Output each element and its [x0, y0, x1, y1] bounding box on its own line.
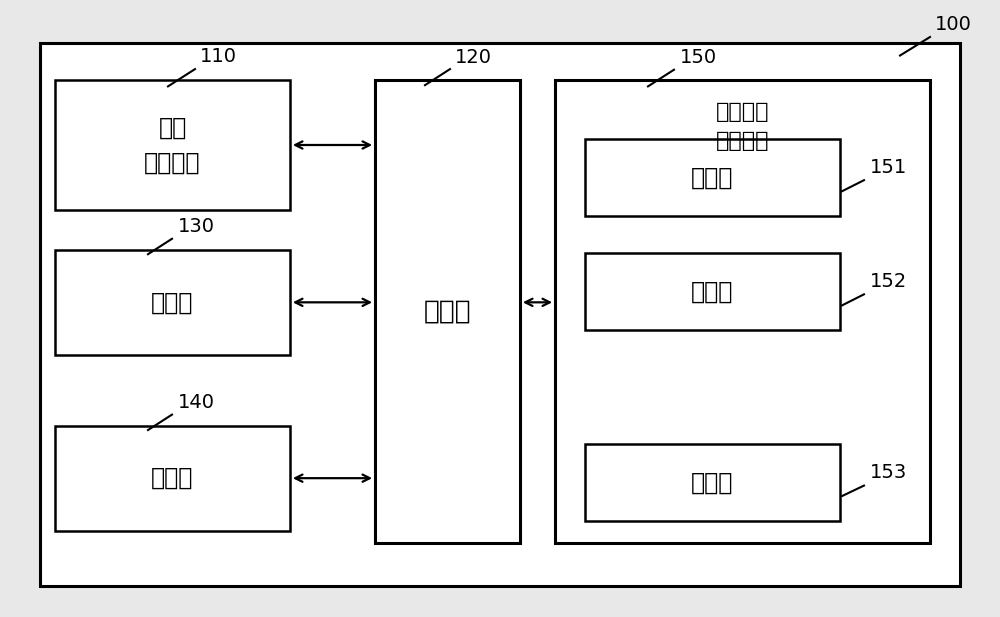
Text: 130: 130 — [178, 217, 215, 236]
Text: 140: 140 — [178, 392, 215, 412]
Bar — [585, 253, 840, 330]
Text: 传真机: 传真机 — [691, 471, 734, 495]
Text: 扫描仪: 扫描仪 — [691, 280, 734, 304]
Text: 152: 152 — [870, 272, 907, 291]
Text: 150: 150 — [680, 48, 717, 67]
Text: 通信器: 通信器 — [151, 291, 194, 314]
Text: 图像形成
作业单元: 图像形成 作业单元 — [716, 102, 769, 151]
Text: 存储器: 存储器 — [151, 466, 194, 490]
Text: 用户
界面装置: 用户 界面装置 — [144, 115, 201, 175]
Bar — [585, 139, 840, 216]
Bar — [375, 80, 520, 543]
Bar — [40, 43, 960, 586]
Bar — [585, 444, 840, 521]
Bar — [55, 80, 290, 210]
Text: 110: 110 — [200, 47, 237, 66]
Bar — [555, 80, 930, 543]
Text: 控制器: 控制器 — [424, 299, 471, 325]
Text: 打印机: 打印机 — [691, 165, 734, 189]
Bar — [55, 250, 290, 355]
Text: 100: 100 — [935, 15, 972, 34]
Text: 120: 120 — [455, 48, 492, 67]
Text: 151: 151 — [870, 158, 907, 177]
Bar — [55, 426, 290, 531]
Text: 153: 153 — [870, 463, 907, 482]
